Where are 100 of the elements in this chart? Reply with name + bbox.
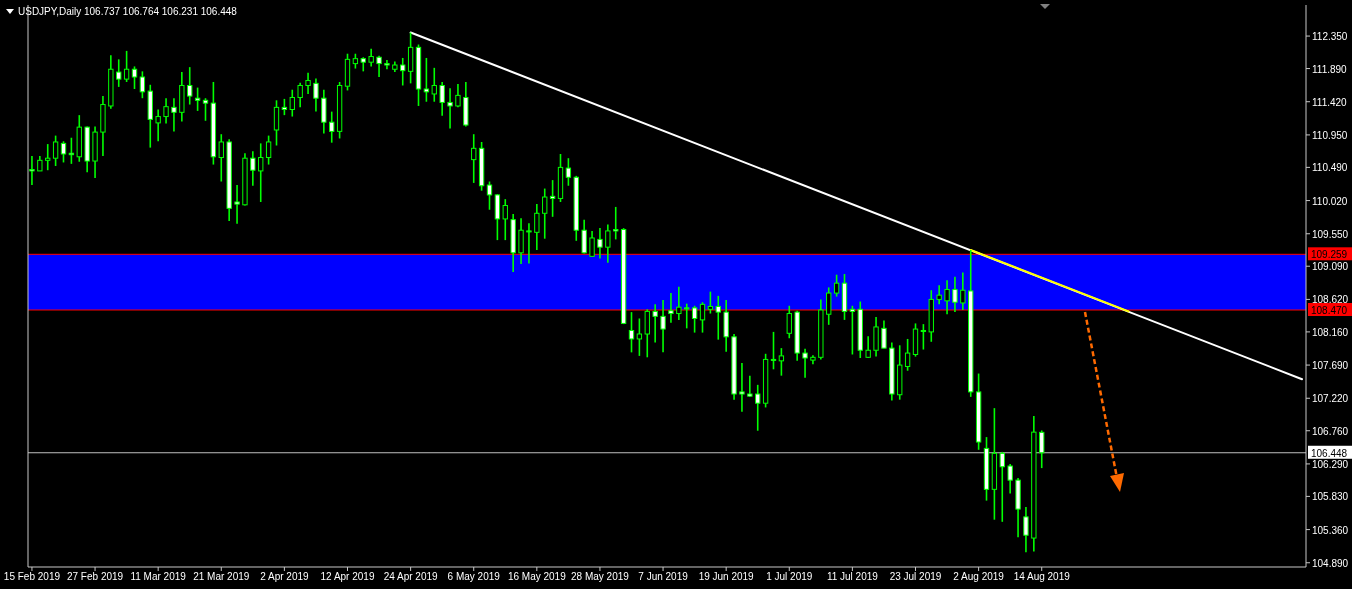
- x-tick-label: 21 Mar 2019: [193, 571, 250, 582]
- candlestick: [123, 50, 130, 83]
- y-tick-label: 107.690: [1312, 360, 1349, 372]
- candlestick: [45, 143, 51, 172]
- candlestick: [778, 347, 785, 377]
- y-tick-label: 105.830: [1312, 491, 1349, 503]
- candlestick: [691, 304, 698, 334]
- x-tick-label: 2 Apr 2019: [260, 571, 310, 582]
- candlestick: [471, 133, 477, 184]
- y-tick-label: 110.490: [1312, 162, 1348, 174]
- x-tick-label: 16 May 2019: [507, 571, 567, 582]
- candlestick: [423, 57, 430, 103]
- candlestick: [486, 180, 493, 211]
- candlestick: [1023, 506, 1029, 553]
- candlestick: [439, 81, 445, 117]
- ref-line-label: 106.448: [1311, 447, 1348, 459]
- candlestick: [526, 222, 532, 265]
- y-tick-label: 108.620: [1312, 294, 1349, 306]
- x-tick-label: 6 May 2019: [447, 571, 501, 582]
- x-tick-label: 19 Jun 2019: [698, 571, 755, 582]
- candlestick: [747, 374, 753, 398]
- ref-line-label: 109.259: [1311, 249, 1348, 261]
- candlestick: [116, 58, 122, 88]
- candlestick: [313, 77, 319, 113]
- candlestick: [139, 70, 146, 99]
- candlestick: [549, 179, 556, 218]
- x-tick-label: 28 May 2019: [571, 571, 630, 582]
- candlestick: [833, 273, 840, 298]
- x-tick-label: 11 Jul 2019: [826, 571, 879, 582]
- candlestick: [265, 134, 272, 166]
- y-tick-label: 106.290: [1312, 458, 1349, 470]
- candlestick: [1007, 463, 1013, 495]
- candlestick: [202, 97, 209, 122]
- candlestick: [29, 155, 35, 186]
- candlestick: [52, 134, 59, 167]
- y-tick-label: 111.420: [1312, 96, 1348, 108]
- candlestick: [163, 97, 169, 125]
- candlestick: [376, 55, 382, 78]
- y-tick-label: 110.950: [1312, 129, 1348, 141]
- candlestick: [755, 384, 761, 432]
- candlestick: [952, 276, 958, 313]
- candlestick: [786, 304, 792, 340]
- candlestick: [565, 157, 572, 187]
- y-tick-label: 111.890: [1312, 63, 1348, 75]
- candlestick: [431, 67, 437, 103]
- candlestick: [605, 223, 611, 264]
- y-tick-label: 109.550: [1312, 228, 1349, 240]
- candlestick: [502, 198, 508, 241]
- x-tick-label: 27 Feb 2019: [66, 571, 124, 582]
- x-tick-label: 15 Feb 2019: [3, 571, 61, 582]
- candlestick: [999, 451, 1005, 523]
- candlestick: [400, 57, 406, 87]
- candlestick: [218, 133, 224, 183]
- candlestick: [715, 295, 721, 341]
- candlestick: [542, 187, 548, 240]
- x-tick-label: 7 Jun 2019: [638, 571, 689, 582]
- y-tick-label: 106.760: [1312, 425, 1349, 437]
- candlestick: [305, 71, 311, 95]
- candlestick: [589, 230, 595, 258]
- y-tick-label: 109.090: [1312, 261, 1349, 273]
- candlestick: [234, 184, 240, 225]
- candlestick: [321, 88, 327, 135]
- x-tick-label: 23 Jul 2019: [889, 571, 942, 582]
- candlestick: [849, 304, 856, 356]
- candlestick: [802, 348, 808, 379]
- candlestick: [329, 110, 335, 144]
- candlestick: [597, 227, 603, 260]
- candlestick: [187, 66, 193, 106]
- candlestick: [684, 302, 690, 330]
- candlestick: [881, 319, 887, 349]
- candlestick: [289, 88, 295, 118]
- candlestick: [297, 81, 303, 109]
- candlestick: [920, 323, 927, 351]
- candlestick: [944, 279, 950, 316]
- y-tick-label: 108.160: [1312, 326, 1349, 338]
- candlestick: [194, 86, 201, 112]
- candlestick: [155, 108, 161, 143]
- candlestick: [676, 285, 682, 321]
- candlestick: [699, 301, 706, 334]
- candlestick: [960, 271, 966, 311]
- y-tick-label: 110.020: [1312, 195, 1348, 207]
- candlestick: [534, 203, 540, 251]
- y-tick-label: 104.890: [1312, 557, 1349, 569]
- candlestick: [739, 362, 745, 413]
- candlestick: [652, 303, 658, 344]
- candlestick: [250, 150, 256, 187]
- candlestick: [628, 311, 635, 354]
- candlestick: [518, 217, 524, 265]
- candlestick: [660, 299, 666, 354]
- x-tick-label: 11 Mar 2019: [130, 571, 187, 582]
- candlestick: [668, 292, 674, 324]
- candlestick: [273, 99, 280, 147]
- candlestick: [1039, 429, 1045, 469]
- x-tick-label: 14 Aug 2019: [1013, 571, 1071, 582]
- chart-title: USDJPY,Daily 106.737 106.764 106.231 106.448: [18, 6, 238, 17]
- y-tick-label: 112.350: [1312, 31, 1348, 43]
- candlestick: [707, 290, 714, 315]
- candlestick: [171, 97, 177, 133]
- candlestick: [581, 218, 587, 255]
- candlestick: [60, 140, 67, 164]
